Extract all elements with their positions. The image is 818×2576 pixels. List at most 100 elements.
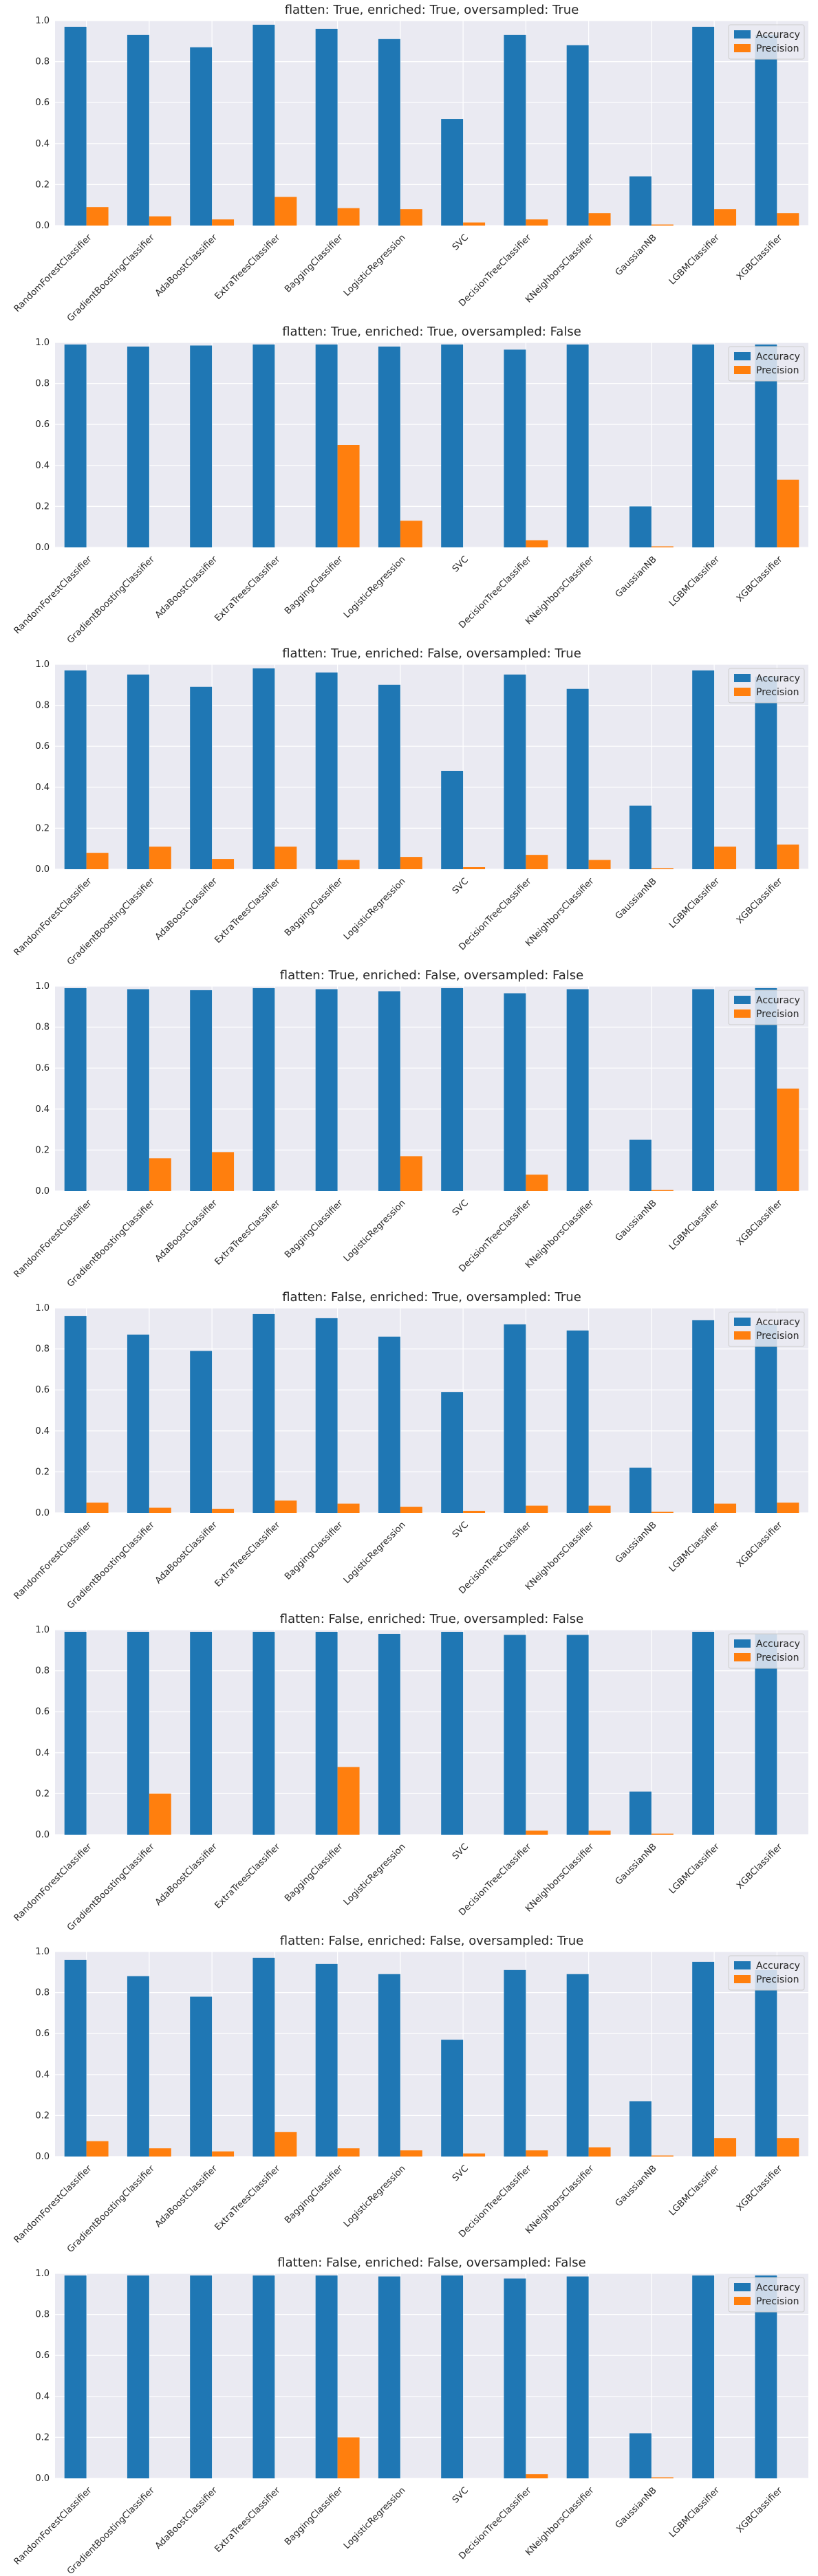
bar-precision-RandomForestClassifier xyxy=(86,2141,109,2157)
x-tick-label: SVC xyxy=(451,232,471,252)
x-tick-label: KNeighborsClassifier xyxy=(524,1520,596,1593)
legend: Accuracy Precision xyxy=(728,1311,805,1347)
y-tick-label: 0.4 xyxy=(35,2392,50,2402)
bar-accuracy-LogisticRegression xyxy=(378,1633,400,1835)
bar-precision-BaggingClassifier xyxy=(337,2148,360,2157)
bar-accuracy-RandomForestClassifier xyxy=(64,26,87,226)
bar-precision-RandomForestClassifier xyxy=(86,853,109,869)
y-tick-label: 0.4 xyxy=(35,139,50,149)
chart-svg: flatten: True, enriched: True, oversampl… xyxy=(12,325,808,644)
bar-accuracy-ExtraTreesClassifier xyxy=(252,1631,275,1835)
bar-accuracy-SVC xyxy=(441,119,464,226)
bar-precision-BaggingClassifier xyxy=(337,208,360,226)
y-tick-label: 0.6 xyxy=(35,741,50,752)
x-tick-label: KNeighborsClassifier xyxy=(524,1842,596,1914)
bar-accuracy-LGBMClassifier xyxy=(692,989,715,1191)
y-tick-label: 0.2 xyxy=(35,1145,50,1155)
bar-accuracy-BaggingClassifier xyxy=(315,1318,338,1513)
legend-swatch-precision xyxy=(734,2297,751,2305)
bar-accuracy-SVC xyxy=(441,344,464,547)
y-tick-label: 0.6 xyxy=(35,1063,50,1073)
bar-precision-BaggingClassifier xyxy=(337,1767,360,1835)
bar-accuracy-BaggingClassifier xyxy=(315,344,338,547)
bar-accuracy-AdaBoostClassifier xyxy=(190,990,213,1191)
bar-accuracy-RandomForestClassifier xyxy=(64,1959,87,2157)
bar-accuracy-LogisticRegression xyxy=(378,1336,400,1513)
bar-precision-XGBClassifier xyxy=(777,213,799,226)
plot-area xyxy=(55,986,808,1191)
x-tick-label: DecisionTreeClassifier xyxy=(457,1842,533,1918)
x-tick-label: DecisionTreeClassifier xyxy=(457,2163,533,2240)
x-tick-label: LGBMClassifier xyxy=(667,1842,722,1897)
y-tick-label: 1.0 xyxy=(35,1303,50,1313)
bar-accuracy-SVC xyxy=(441,1631,464,1835)
x-tick-label: SVC xyxy=(451,1842,471,1862)
x-tick-label: ExtraTreesClassifier xyxy=(213,554,282,624)
y-tick-label: 0.0 xyxy=(35,1508,50,1518)
bar-precision-SVC xyxy=(463,867,486,869)
bar-precision-LogisticRegression xyxy=(400,521,422,547)
x-tick-label: DecisionTreeClassifier xyxy=(457,554,533,631)
y-tick-label: 0.0 xyxy=(35,1186,50,1197)
bar-precision-GaussianNB xyxy=(651,1833,674,1835)
legend-label-precision: Precision xyxy=(756,43,799,54)
bar-accuracy-DecisionTreeClassifier xyxy=(504,1635,526,1835)
bar-accuracy-LGBMClassifier xyxy=(692,1631,715,1835)
bar-accuracy-XGBClassifier xyxy=(755,1969,777,2157)
chart-svg: flatten: True, enriched: False, oversamp… xyxy=(12,646,808,965)
y-tick-label: 0.8 xyxy=(35,2310,50,2320)
x-tick-label: KNeighborsClassifier xyxy=(524,876,596,949)
bar-accuracy-XGBClassifier xyxy=(755,1324,777,1513)
y-tick-label: 0.0 xyxy=(35,2152,50,2162)
x-tick-label: LogisticRegression xyxy=(342,554,408,620)
bar-accuracy-ExtraTreesClassifier xyxy=(252,344,275,547)
legend-swatch-precision xyxy=(734,1653,751,1661)
y-tick-label: 0.6 xyxy=(35,2029,50,2039)
y-tick-label: 0.0 xyxy=(35,2474,50,2484)
x-tick-label: LGBMClassifier xyxy=(667,876,722,931)
x-tick-label: XGBClassifier xyxy=(735,232,785,283)
y-tick-label: 0.2 xyxy=(35,823,50,833)
bar-accuracy-SVC xyxy=(441,1392,464,1513)
x-tick-label: ExtraTreesClassifier xyxy=(213,2485,282,2555)
bar-accuracy-AdaBoostClassifier xyxy=(190,47,213,226)
bar-precision-DecisionTreeClassifier xyxy=(526,1505,548,1513)
bar-accuracy-LGBMClassifier xyxy=(692,2275,715,2478)
bar-precision-AdaBoostClassifier xyxy=(212,219,235,226)
y-tick-label: 1.0 xyxy=(35,16,50,26)
y-tick-label: 1.0 xyxy=(35,1947,50,1957)
chart-title: flatten: True, enriched: False, oversamp… xyxy=(280,968,584,983)
legend-swatch-accuracy xyxy=(734,1961,751,1969)
legend-label-accuracy: Accuracy xyxy=(756,2282,800,2293)
legend-swatch-accuracy xyxy=(734,1639,751,1648)
x-tick-label: AdaBoostClassifier xyxy=(153,876,220,943)
bar-precision-AdaBoostClassifier xyxy=(212,1509,235,1513)
x-tick-label: LogisticRegression xyxy=(342,2163,408,2229)
y-tick-label: 1.0 xyxy=(35,659,50,670)
bar-precision-SVC xyxy=(463,1511,486,1513)
x-tick-label: LogisticRegression xyxy=(342,232,408,298)
bar-accuracy-LogisticRegression xyxy=(378,2276,400,2478)
legend-label-accuracy: Accuracy xyxy=(756,673,800,684)
subplot-1: flatten: True, enriched: True, oversampl… xyxy=(0,0,818,322)
bar-precision-KNeighborsClassifier xyxy=(588,213,611,226)
bar-accuracy-ExtraTreesClassifier xyxy=(252,987,275,1191)
bar-accuracy-GradientBoostingClassifier xyxy=(127,1334,149,1513)
bar-accuracy-GaussianNB xyxy=(629,2433,652,2478)
x-tick-label: DecisionTreeClassifier xyxy=(457,876,533,952)
y-tick-label: 0.6 xyxy=(35,419,50,430)
plot-area xyxy=(55,342,808,547)
bar-accuracy-DecisionTreeClassifier xyxy=(504,674,526,869)
x-tick-label: BaggingClassifier xyxy=(283,2163,345,2226)
x-tick-label: BaggingClassifier xyxy=(283,1198,345,1260)
bar-precision-DecisionTreeClassifier xyxy=(526,1831,548,1835)
legend: Accuracy Precision xyxy=(728,668,805,703)
x-tick-label: DecisionTreeClassifier xyxy=(457,232,533,309)
bar-accuracy-KNeighborsClassifier xyxy=(566,1330,589,1513)
bar-accuracy-SVC xyxy=(441,987,464,1191)
bar-precision-XGBClassifier xyxy=(777,1089,799,1191)
legend: Accuracy Precision xyxy=(728,346,805,382)
y-tick-label: 0.4 xyxy=(35,2070,50,2080)
legend-label-precision: Precision xyxy=(756,687,799,698)
